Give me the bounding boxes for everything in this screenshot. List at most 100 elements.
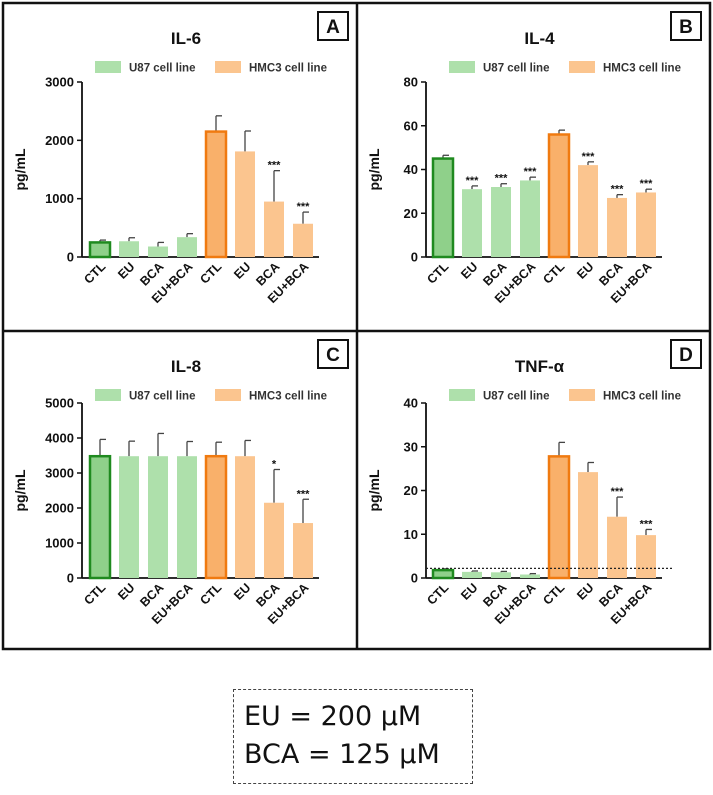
bar-u87-ctl xyxy=(88,454,112,580)
y-tick-label: 3000 xyxy=(45,466,74,481)
bar-u87-ctl xyxy=(431,157,455,259)
significance-marker: *** xyxy=(297,201,311,213)
bar-hmc3-eu-bca xyxy=(293,523,313,578)
chart-title: IL-6 xyxy=(171,29,201,48)
panel-letter-box xyxy=(317,11,349,41)
significance-marker: *** xyxy=(640,518,654,530)
panel-letter-box xyxy=(670,339,702,369)
bar-u87-eu xyxy=(462,189,482,257)
bar-hmc3-eu xyxy=(578,472,598,578)
x-tick-label: EU xyxy=(115,260,137,282)
x-tick-label: EU xyxy=(231,581,253,603)
x-tick-label: EU xyxy=(231,260,253,282)
panel-b: B IL-4 U87 cell line HMC3 cell line 0 20 40 60 8… xyxy=(366,11,702,306)
y-tick-label: 1000 xyxy=(45,191,74,206)
legend-swatch-u87 xyxy=(95,389,121,401)
bar-hmc3-bca xyxy=(264,201,284,257)
bar-hmc3-ctl xyxy=(204,454,228,580)
bar-hmc3-bca xyxy=(264,502,284,578)
y-tick-label: 5000 xyxy=(45,396,74,411)
x-tick-label: EU xyxy=(574,581,596,603)
legend-swatch-hmc3 xyxy=(569,61,595,73)
legend-swatch-u87 xyxy=(449,389,475,401)
bar-hmc3-bca xyxy=(607,197,627,257)
y-tick-label: 0 xyxy=(67,571,74,586)
bar-hmc3-eu xyxy=(578,165,598,257)
panel-letter-text: C xyxy=(326,345,340,366)
chart-title: IL-4 xyxy=(524,29,555,48)
y-tick-label: 40 xyxy=(404,396,418,411)
bar-u87-eu-bca xyxy=(520,180,540,257)
bar-hmc3-bca xyxy=(607,516,627,578)
panel-letter-d: D xyxy=(670,339,702,369)
y-tick-label: 1000 xyxy=(45,536,74,551)
legend-label-u87: U87 cell line xyxy=(129,63,195,75)
y-tick-label: 0 xyxy=(411,250,418,265)
bar-hmc3-ctl xyxy=(547,133,571,259)
panel-letter-c: C xyxy=(317,339,349,369)
bar-u87-eu xyxy=(462,571,482,578)
legend-label-u87: U87 cell line xyxy=(483,391,549,403)
x-tick-label: CTL xyxy=(81,580,108,607)
panel-letter-text: B xyxy=(679,17,693,38)
x-tick-label: EU xyxy=(458,260,480,282)
bca-concentration-note: BCA = 125 μM xyxy=(244,739,440,770)
legend-swatch-hmc3 xyxy=(215,389,241,401)
y-tick-label: 60 xyxy=(404,118,418,133)
legend-label-hmc3: HMC3 cell line xyxy=(603,391,681,403)
x-tick-label: EU xyxy=(574,260,596,282)
x-tick-label: EU xyxy=(458,581,480,603)
legend-swatch-u87 xyxy=(95,61,121,73)
x-tick-label: CTL xyxy=(197,580,224,607)
chart-legend: U87 cell line HMC3 cell line xyxy=(95,389,327,403)
bar-hmc3-eu xyxy=(235,151,255,257)
y-tick-label: 20 xyxy=(404,206,418,221)
y-axis-label: pg/mL xyxy=(366,469,382,511)
chart-legend: U87 cell line HMC3 cell line xyxy=(95,61,327,75)
significance-marker: *** xyxy=(297,488,311,500)
significance-marker: *** xyxy=(611,184,625,196)
y-tick-label: 3000 xyxy=(45,75,74,90)
significance-marker: *** xyxy=(268,160,282,172)
y-tick-label: 0 xyxy=(67,250,74,265)
y-tick-label: 2000 xyxy=(45,133,74,148)
panel-d: D TNF-α U87 cell line HMC3 cell line 0 10 20 30… xyxy=(366,339,702,627)
x-tick-label: CTL xyxy=(540,259,567,286)
chart-title: IL-8 xyxy=(171,357,201,376)
y-axis-label: pg/mL xyxy=(366,148,382,190)
y-tick-label: 30 xyxy=(404,439,418,454)
legend-label-hmc3: HMC3 cell line xyxy=(249,391,327,403)
panel-a: A IL-6 U87 cell line HMC3 cell line 0 1000 200… xyxy=(12,11,349,306)
legend-label-hmc3: HMC3 cell line xyxy=(603,63,681,75)
y-axis-label: pg/mL xyxy=(12,148,28,190)
y-axis-label: pg/mL xyxy=(12,469,28,511)
bar-hmc3-eu-bca xyxy=(636,535,656,578)
concentration-note-box: EU = 200 μM BCA = 125 μM xyxy=(233,689,473,784)
y-tick-label: 20 xyxy=(404,483,418,498)
bar-u87-ctl xyxy=(88,241,112,259)
legend-label-u87: U87 cell line xyxy=(483,63,549,75)
bar-hmc3-eu xyxy=(235,456,255,578)
y-tick-label: 80 xyxy=(404,75,418,90)
y-tick-label: 10 xyxy=(404,527,418,542)
panel-letter-text: A xyxy=(326,17,340,38)
significance-marker: *** xyxy=(495,173,509,185)
legend-swatch-u87 xyxy=(449,61,475,73)
y-tick-label: 2000 xyxy=(45,501,74,516)
bar-hmc3-ctl xyxy=(547,455,571,580)
bar-u87-bca xyxy=(148,456,168,578)
significance-marker: *** xyxy=(466,175,480,187)
panel-letter-box xyxy=(317,339,349,369)
chart-legend: U87 cell line HMC3 cell line xyxy=(449,389,681,403)
bar-u87-bca xyxy=(491,572,511,578)
bar-u87-bca xyxy=(148,246,168,257)
y-tick-label: 40 xyxy=(404,162,418,177)
significance-marker: *** xyxy=(582,151,596,163)
legend-swatch-hmc3 xyxy=(569,389,595,401)
x-tick-label: CTL xyxy=(540,580,567,607)
panel-letter-a: A xyxy=(317,11,349,41)
chart-legend: U87 cell line HMC3 cell line xyxy=(449,61,681,75)
bar-hmc3-ctl xyxy=(204,130,228,259)
x-tick-label: EU xyxy=(115,581,137,603)
